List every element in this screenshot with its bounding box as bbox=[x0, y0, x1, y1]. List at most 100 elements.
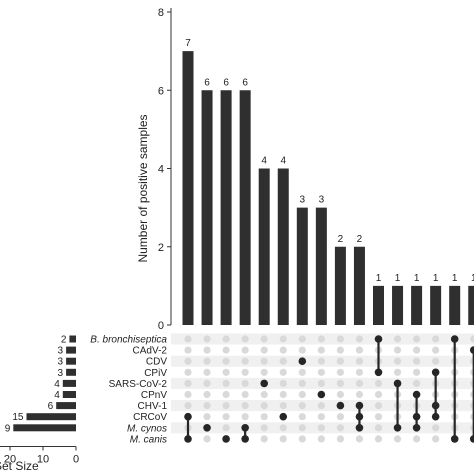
set-name-label: CPiV bbox=[144, 368, 167, 379]
matrix-dot-empty bbox=[470, 335, 474, 343]
matrix-dot-empty bbox=[184, 346, 192, 354]
matrix-dot-empty bbox=[317, 379, 325, 387]
set-name-label: CPnV bbox=[141, 390, 167, 401]
intersection-bar bbox=[392, 285, 404, 325]
matrix-dot-empty bbox=[355, 346, 364, 354]
y-tick-label: 2 bbox=[158, 242, 164, 254]
matrix-dot-empty bbox=[374, 413, 383, 421]
set-name-label: CRCoV bbox=[133, 412, 167, 423]
intersection-bar-label: 2 bbox=[338, 234, 344, 245]
matrix-dot-empty bbox=[374, 402, 383, 410]
matrix-dot-empty bbox=[298, 335, 306, 343]
matrix-dot-empty bbox=[184, 335, 192, 343]
matrix-dot-filled bbox=[469, 435, 474, 443]
matrix-dot-empty bbox=[393, 335, 402, 343]
intersection-bar bbox=[373, 285, 384, 325]
matrix-dot-empty bbox=[374, 435, 383, 443]
matrix-dot-empty bbox=[203, 346, 211, 354]
intersection-bar bbox=[468, 285, 474, 325]
intersection-bar bbox=[430, 285, 442, 325]
matrix-dot-empty bbox=[260, 424, 268, 432]
matrix-dot-empty bbox=[203, 357, 211, 365]
intersection-bar-label: 1 bbox=[452, 273, 458, 284]
matrix-dot-filled bbox=[393, 379, 402, 388]
intersection-bar bbox=[411, 285, 423, 325]
set-name-label: CAdV-2 bbox=[133, 346, 168, 357]
matrix-dot-empty bbox=[413, 368, 421, 376]
matrix-dot-empty bbox=[279, 390, 287, 399]
matrix-dot-empty bbox=[393, 368, 402, 376]
matrix-dot-empty bbox=[393, 357, 402, 365]
matrix-dot-empty bbox=[279, 346, 287, 354]
matrix-dot-empty bbox=[355, 368, 364, 376]
intersection-bar-label: 7 bbox=[185, 38, 191, 49]
matrix-dot-empty bbox=[374, 424, 383, 432]
matrix-dot-empty bbox=[393, 435, 402, 443]
intersection-bar-label: 1 bbox=[433, 273, 439, 284]
set-size-bar bbox=[66, 357, 76, 365]
matrix-dot-empty bbox=[336, 424, 344, 432]
matrix-dot-empty bbox=[279, 435, 287, 443]
matrix-dot-empty bbox=[184, 390, 192, 399]
set-size-tick-label: 10 bbox=[37, 453, 49, 465]
matrix-dot-empty bbox=[336, 346, 344, 354]
matrix-dot-empty bbox=[298, 424, 306, 432]
matrix-dot-empty bbox=[203, 379, 211, 387]
matrix-dot-empty bbox=[241, 335, 249, 343]
matrix-dot-filled bbox=[431, 401, 440, 410]
y-tick-label: 0 bbox=[158, 320, 164, 332]
set-size-bar bbox=[62, 391, 76, 398]
intersection-bar-label: 1 bbox=[376, 273, 382, 284]
matrix-dot-empty bbox=[298, 346, 306, 354]
intersection-bar bbox=[449, 285, 461, 325]
matrix-dot-empty bbox=[336, 413, 344, 421]
matrix-dot-empty bbox=[355, 390, 364, 399]
set-size-bar bbox=[13, 424, 77, 432]
matrix-dot-empty bbox=[432, 357, 440, 365]
matrix-dot-filled bbox=[431, 368, 440, 377]
matrix-dot-empty bbox=[336, 357, 344, 365]
matrix-dot-empty bbox=[432, 335, 440, 343]
set-size-bar bbox=[66, 368, 76, 376]
matrix-dot-empty bbox=[203, 390, 211, 399]
y-tick-label: 6 bbox=[158, 85, 164, 97]
set-size-label: 2 bbox=[61, 335, 67, 346]
matrix-dot-filled bbox=[279, 412, 288, 421]
matrix-dot-empty bbox=[222, 368, 230, 376]
intersection-bar-label: 6 bbox=[223, 77, 229, 88]
matrix-dot-filled bbox=[355, 401, 364, 410]
matrix-dot-empty bbox=[298, 379, 306, 387]
matrix-dot-empty bbox=[222, 390, 230, 399]
matrix-dot-empty bbox=[432, 424, 440, 432]
intersection-bar bbox=[182, 51, 194, 325]
matrix-dot-empty bbox=[317, 424, 325, 432]
set-size-bar bbox=[26, 413, 76, 421]
set-size-label: 9 bbox=[5, 423, 11, 434]
matrix-dot-empty bbox=[279, 357, 287, 365]
matrix-dot-empty bbox=[336, 368, 344, 376]
matrix-dot-empty bbox=[260, 368, 268, 376]
matrix-dot-filled bbox=[241, 424, 249, 432]
matrix-dot-empty bbox=[241, 357, 249, 365]
matrix-dot-empty bbox=[203, 335, 211, 343]
matrix-dot-empty bbox=[241, 390, 249, 399]
matrix-dot-empty bbox=[260, 402, 268, 410]
set-size-axis-title: Set Size bbox=[0, 459, 39, 473]
set-size-label: 6 bbox=[48, 401, 54, 412]
matrix-dot-empty bbox=[279, 335, 287, 343]
intersection-bar-label: 3 bbox=[300, 195, 306, 206]
matrix-dot-empty bbox=[298, 368, 306, 376]
matrix-dot-empty bbox=[222, 402, 230, 410]
matrix-dot-empty bbox=[241, 368, 249, 376]
set-name-label: CDV bbox=[146, 357, 167, 368]
matrix-dot-empty bbox=[317, 357, 325, 365]
matrix-dot-empty bbox=[298, 435, 306, 443]
matrix-dot-empty bbox=[336, 335, 344, 343]
matrix-dot-empty bbox=[260, 390, 268, 399]
matrix-dot-filled bbox=[393, 424, 402, 432]
matrix-dot-empty bbox=[413, 435, 421, 443]
matrix-dot-filled bbox=[412, 390, 421, 399]
matrix-dot-filled bbox=[222, 435, 230, 443]
matrix-dot-empty bbox=[317, 346, 325, 354]
matrix-dot-empty bbox=[355, 435, 364, 443]
